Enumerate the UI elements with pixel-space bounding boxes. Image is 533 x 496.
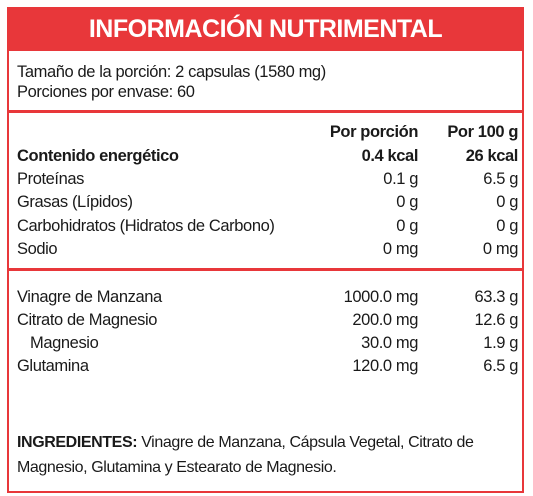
row-value: 120.0 mg	[352, 357, 418, 375]
serving-line: Tamaño de la porción: 2 capsulas (1580 m…	[17, 63, 326, 81]
row-value: 30.0 mg	[361, 334, 418, 352]
row-value: 0 mg	[382, 239, 418, 258]
divider	[7, 268, 524, 271]
row-label: Grasas (Lípidos)	[17, 193, 133, 212]
row-label: Vinagre de Manzana	[17, 288, 162, 306]
ingredients: INGREDIENTES: Vinagre de Manzana, Cápsul…	[17, 430, 522, 480]
row-value: 0 g	[396, 193, 418, 212]
row-label: Proteínas	[17, 170, 85, 189]
ingredients-text: Vinagre de Manzana, Cápsula Vegetal, Cit…	[17, 434, 474, 476]
row-label: Glutamina	[17, 357, 89, 375]
row-value: 6.5 g	[483, 170, 518, 189]
row-value: 200.0 mg	[352, 311, 418, 329]
column-header: Por porción	[329, 123, 419, 141]
row-label: Contenido energético	[17, 147, 179, 165]
row-value: 1.9 g	[483, 334, 518, 352]
divider	[7, 110, 524, 113]
row-value: 6.5 g	[483, 357, 518, 375]
row-value: 0 g	[396, 216, 418, 235]
ingredients-label: INGREDIENTES:	[17, 434, 138, 451]
row-value: 1000.0 mg	[343, 288, 419, 306]
title: INFORMACIÓN NUTRIMENTAL	[7, 7, 524, 51]
row-label: Carbohidratos (Hidratos de Carbono)	[17, 216, 275, 235]
row-value: 0 g	[496, 193, 518, 212]
serving-line: Porciones por envase: 60	[17, 83, 195, 101]
row-label: Magnesio	[30, 334, 99, 352]
row-label: Sodio	[17, 239, 58, 258]
column-header: Por 100 g	[447, 123, 518, 141]
row-value: 26 kcal	[465, 147, 519, 165]
row-value: 0.1 g	[383, 170, 418, 189]
row-value: 63.3 g	[474, 288, 519, 306]
frame	[7, 7, 524, 493]
row-value: 0 mg	[482, 239, 518, 258]
row-value: 12.6 g	[474, 311, 519, 329]
row-value: 0 g	[496, 216, 518, 235]
row-label: Citrato de Magnesio	[17, 311, 158, 329]
row-value: 0.4 kcal	[361, 147, 419, 165]
